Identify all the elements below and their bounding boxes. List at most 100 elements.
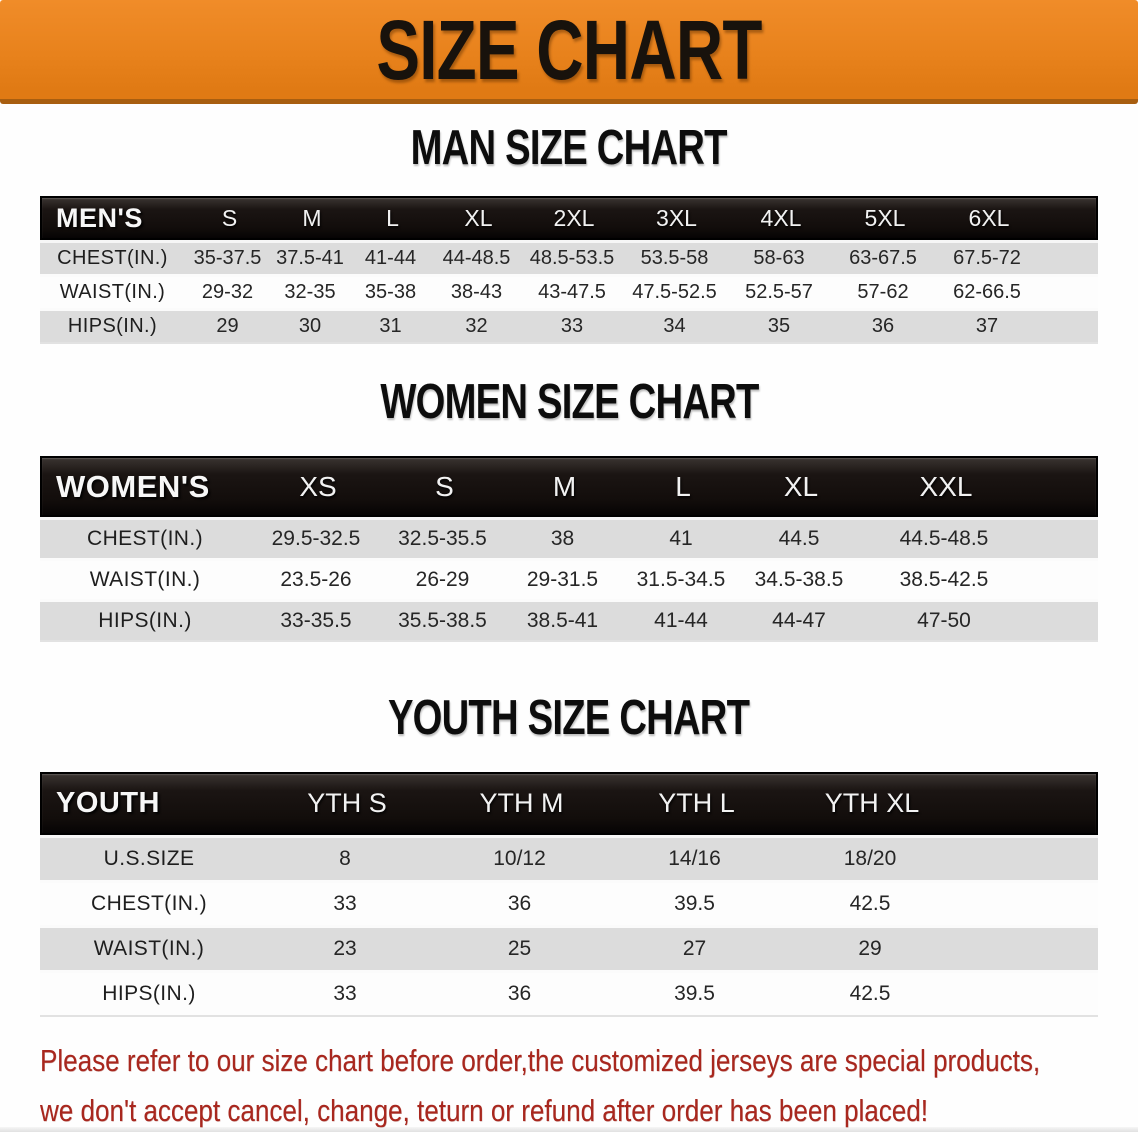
size-cell: 36	[507, 982, 532, 1005]
women-row-hips-in: HIPS(IN.) 33-35.5 35.5-38.5 38.5-41 41-44 44-…	[40, 599, 1098, 640]
size-cell: 44-48.5	[442, 247, 511, 269]
column-header: 4XL	[760, 204, 802, 231]
size-cell: 10/12	[493, 847, 546, 870]
size-cell: 33	[560, 315, 584, 337]
size-cell: 57-62	[857, 281, 909, 303]
youth-row-chest-in: CHEST(IN.) 33 36 39.5 42.5	[40, 880, 1098, 925]
size-cell: 29.5-32.5	[271, 527, 361, 550]
men-row-hips-in: HIPS(IN.) 29 30 31 32 33 34 35 36 37	[40, 308, 1098, 342]
men-row-waist-in: WAIST(IN.) 29-32 32-35 35-38 38-43 43-47.5 47.…	[40, 274, 1098, 308]
size-cell: 23	[333, 937, 357, 960]
column-header: XXL	[919, 470, 973, 502]
column-header: S	[435, 470, 454, 502]
banner: SIZE CHART	[0, 0, 1138, 104]
row-label: WAIST(IN.)	[89, 568, 201, 591]
disclaimer: Please refer to our size chart before or…	[40, 1036, 1130, 1132]
size-cell: 35.5-38.5	[398, 609, 487, 632]
size-cell: 52.5-57	[745, 281, 813, 303]
size-cell: 37	[975, 315, 999, 337]
size-cell: 38	[550, 527, 575, 550]
men-section-title: MAN SIZE CHART	[0, 122, 1138, 174]
row-label: HIPS(IN.)	[102, 982, 196, 1005]
size-cell: 29-31.5	[526, 568, 599, 591]
row-label: WAIST(IN.)	[93, 937, 205, 960]
size-cell: 35	[767, 315, 791, 337]
size-cell: 42.5	[849, 892, 891, 915]
size-cell: 53.5-58	[640, 247, 709, 269]
size-cell: 39.5	[674, 892, 715, 915]
women-row-chest-in: CHEST(IN.) 29.5-32.5 32.5-35.5 38 41 44.5 44.5…	[40, 517, 1098, 558]
column-header: M	[552, 470, 577, 502]
size-cell: 38.5-41	[526, 609, 599, 632]
size-cell: 31	[379, 315, 402, 337]
size-cell: 41-44	[654, 609, 708, 632]
men-row-chest-in: CHEST(IN.) 35-37.5 37.5-41 41-44 44-48.5 48.5…	[40, 240, 1098, 274]
youth-row-hips-in: HIPS(IN.) 33 36 39.5 42.5	[40, 970, 1098, 1015]
size-cell: 29	[216, 315, 239, 337]
column-header: YTH XL	[824, 788, 920, 818]
size-cell: 43-47.5	[538, 281, 606, 303]
men-table-label: MEN'S	[56, 202, 143, 233]
size-cell: 34	[663, 315, 686, 337]
size-cell: 58-63	[753, 247, 805, 269]
page-title: SIZE CHART	[322, 8, 816, 92]
size-cell: 34.5-38.5	[754, 568, 844, 591]
column-header: 5XL	[864, 204, 906, 231]
size-cell: 47.5-52.5	[632, 281, 717, 303]
size-cell: 36	[507, 892, 532, 915]
size-cell: 67.5-72	[953, 247, 1021, 269]
size-cell: 32	[465, 315, 488, 337]
women-section-title: WOMEN SIZE CHART	[0, 376, 1138, 428]
column-header: 2XL	[553, 204, 595, 231]
bottom-edge-divider	[0, 1127, 1138, 1132]
row-label: CHEST(IN.)	[91, 892, 207, 915]
column-header: 3XL	[656, 204, 697, 231]
women-row-waist-in: WAIST(IN.) 23.5-26 26-29 29-31.5 31.5-34.5 34…	[40, 558, 1098, 599]
size-cell: 32-35	[284, 281, 336, 303]
size-cell: 32.5-35.5	[398, 527, 487, 550]
size-cell: 8	[339, 847, 351, 870]
size-cell: 33-35.5	[280, 609, 352, 632]
men-section-title-text: MAN SIZE CHART	[410, 121, 728, 175]
size-cell: 31.5-34.5	[636, 568, 726, 591]
column-header: YTH L	[658, 788, 735, 818]
women-section-title-text: WOMEN SIZE CHART	[379, 375, 759, 429]
row-label: CHEST(IN.)	[87, 527, 203, 550]
disclaimer-line-2: we don't accept cancel, change, teturn o…	[40, 1093, 929, 1128]
size-cell: 44-47	[772, 609, 826, 632]
women-header-row: WOMEN'S XS S M L XL XXL	[40, 456, 1098, 517]
size-cell: 27	[682, 937, 707, 960]
column-header: YTH M	[479, 788, 564, 818]
column-header: 6XL	[968, 204, 1010, 231]
size-cell: 23.5-26	[280, 568, 352, 591]
size-cell: 37.5-41	[276, 247, 344, 269]
column-header: XL	[464, 204, 493, 231]
men-size-table: MEN'S S M L XL 2XL 3XL 4XL 5XL 6XL CHEST(IN.) 35-37…	[40, 196, 1098, 344]
size-cell: 47-50	[917, 609, 971, 632]
youth-section-title-text: YOUTH SIZE CHART	[388, 691, 750, 745]
row-label: WAIST(IN.)	[59, 281, 166, 303]
women-size-table: WOMEN'S XS S M L XL XXL CHEST(IN.) 29.5-32.5 32.5…	[40, 456, 1098, 642]
column-header: XS	[299, 470, 337, 502]
size-cell: 25	[507, 937, 532, 960]
row-label: HIPS(IN.)	[98, 609, 192, 632]
youth-table-label: YOUTH	[56, 787, 160, 819]
column-header: S	[221, 204, 238, 231]
size-cell: 38-43	[450, 281, 503, 303]
size-cell: 30	[298, 315, 322, 337]
size-cell: 41	[669, 527, 693, 550]
size-cell: 35-38	[364, 281, 417, 303]
page-title-text: SIZE CHART	[376, 2, 762, 97]
size-cell: 62-66.5	[953, 281, 1021, 303]
size-cell: 42.5	[849, 982, 891, 1005]
size-cell: 39.5	[674, 982, 715, 1005]
column-header: L	[386, 204, 399, 231]
youth-row-u-s-size: U.S.SIZE 8 10/12 14/16 18/20	[40, 835, 1098, 880]
size-cell: 33	[333, 982, 357, 1005]
size-cell: 36	[871, 315, 895, 337]
youth-size-table: YOUTH YTH S YTH M YTH L YTH XL U.S.SIZE 8 10/12…	[40, 772, 1098, 1017]
row-label: CHEST(IN.)	[57, 247, 168, 269]
size-cell: 33	[333, 892, 357, 915]
size-cell: 41-44	[364, 247, 417, 269]
